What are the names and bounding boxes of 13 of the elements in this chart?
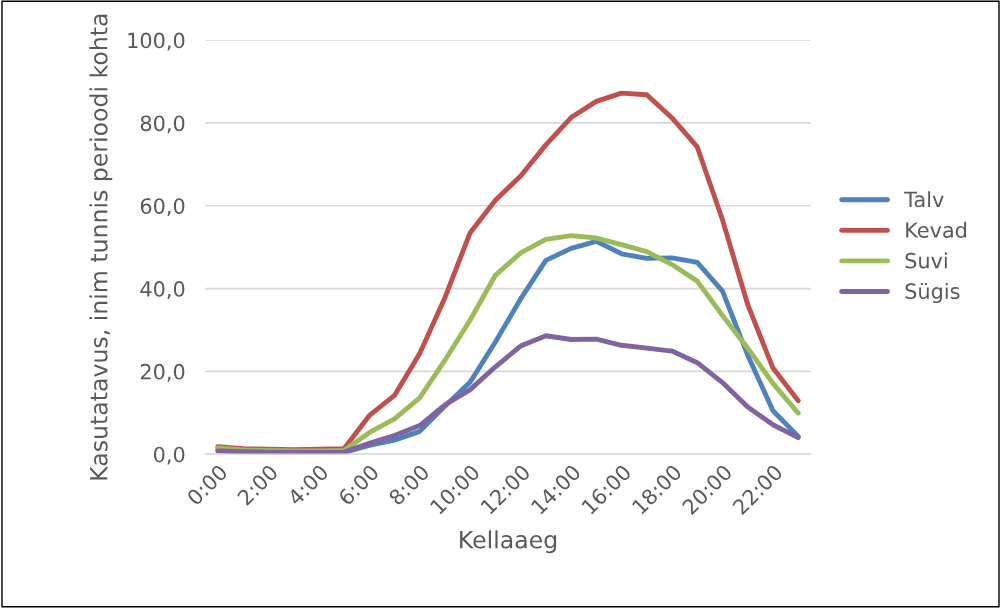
y-tick-label: 60,0: [140, 198, 185, 217]
y-tick-label: 20,0: [140, 363, 185, 382]
y-axis-title: Kasutatavus, inim tunnis perioodi kohta: [89, 14, 113, 480]
legend-label: Suvi: [905, 252, 947, 269]
y-tick-label: 80,0: [140, 115, 185, 134]
line-series: [215, 333, 801, 455]
y-tick-label: 40,0: [140, 281, 185, 299]
y-tick-label: 0,0: [154, 446, 185, 465]
legend-label: Sügis: [905, 282, 960, 304]
y-tick-label: 100,0: [128, 32, 185, 51]
x-axis-title: Kellaaeg: [460, 530, 557, 554]
legend-label: Kevad: [906, 221, 967, 238]
legend-label: Talv: [904, 191, 944, 208]
